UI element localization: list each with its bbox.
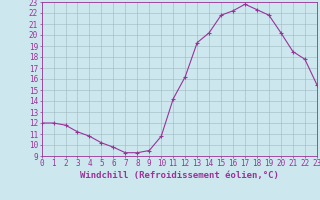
X-axis label: Windchill (Refroidissement éolien,°C): Windchill (Refroidissement éolien,°C) (80, 171, 279, 180)
